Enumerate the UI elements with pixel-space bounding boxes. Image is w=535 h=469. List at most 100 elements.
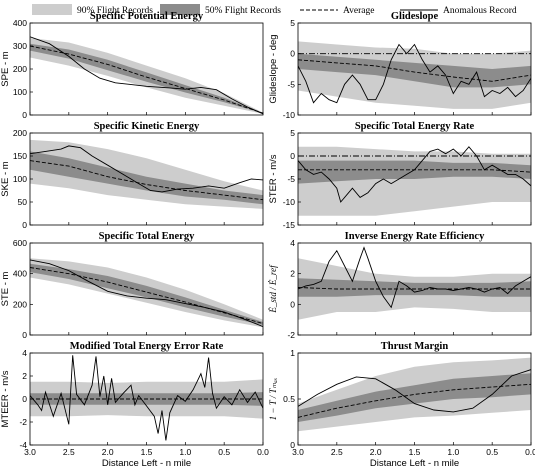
chart-panel: 0 200 400 600 Specific Total Energy STE - m — [0, 231, 264, 340]
band-50 — [298, 278, 531, 297]
legend-item: 90% Flight Records — [32, 4, 153, 16]
plot-area — [298, 41, 531, 109]
y-axis-label: STE - m — [0, 272, 11, 307]
average-line — [298, 59, 531, 82]
x-tick-label: 1.5 — [409, 447, 421, 457]
y-tick-label: -10 — [283, 197, 296, 207]
y-tick-label: 0 — [290, 299, 295, 309]
y-tick-label: 0 — [22, 394, 27, 404]
plot-area — [30, 139, 263, 209]
panel-title: Specific Kinetic Energy — [94, 121, 200, 132]
y-axis-label: STER - m/s — [268, 154, 279, 203]
y-tick-label: 0 — [290, 49, 295, 59]
y-tick-label: 100 — [13, 174, 27, 184]
chart-panel: 3.0 2.5 2.0 1.5 1.0 0.5 0.0 0 0.5 1 Thrust Margin 1… — [268, 341, 535, 469]
average-line — [30, 45, 263, 114]
y-tick-label: 600 — [13, 238, 27, 248]
anomalous-line — [30, 259, 263, 328]
plot-area — [298, 146, 531, 216]
y-tick-label: 200 — [13, 299, 27, 309]
x-tick-label: 3.0 — [24, 447, 36, 457]
x-tick-label: 2.5 — [331, 447, 343, 457]
y-tick-label: 4 — [22, 348, 27, 358]
y-tick-label: -10 — [283, 110, 296, 120]
panel-title: Specific Potential Energy — [90, 11, 204, 22]
y-tick-label: 200 — [13, 128, 27, 138]
y-tick-label: 0.5 — [283, 394, 295, 404]
legend-label: Average — [343, 6, 374, 16]
y-tick-label: -5 — [287, 174, 295, 184]
legend-label: 90% Flight Records — [77, 6, 153, 16]
band-50 — [30, 151, 263, 205]
y-tick-label: 200 — [13, 64, 27, 74]
x-axis-label: Distance Left - n mile — [370, 458, 459, 469]
legend: 90% Flight Records 50% Flight Records Aver… — [32, 4, 517, 16]
y-axis-label: SPE - m — [0, 51, 11, 86]
x-tick-label: 2.5 — [63, 447, 75, 457]
y-tick-label: -2 — [19, 417, 27, 427]
y-tick-label: 400 — [13, 18, 27, 28]
y-tick-label: 0 — [22, 330, 27, 340]
panel-title: Thrust Margin — [381, 341, 449, 352]
x-tick-label: 0.0 — [525, 447, 535, 457]
panel-title: Specific Total Energy — [99, 231, 195, 242]
chart-panel: 3.0 2.5 2.0 1.5 1.0 0.5 0.0 -4 -2 0 2 4 Modified Tot… — [0, 341, 269, 469]
plot-area — [30, 355, 263, 441]
y-axis-label: MTEER - m/s — [0, 370, 11, 427]
y-tick-label: 5 — [290, 18, 295, 28]
anomalous-line — [298, 43, 531, 104]
anomalous-line — [298, 146, 531, 203]
legend-swatch — [32, 4, 72, 15]
chart-panel: 0 50 100 150 200 Specific Kinetic Energy SKE -… — [0, 121, 264, 230]
y-tick-label: 4 — [290, 238, 295, 248]
y-tick-label: 0 — [22, 220, 27, 230]
plot-area — [30, 36, 263, 115]
y-tick-label: 0 — [290, 440, 295, 450]
band-50 — [30, 263, 263, 325]
legend-item: 50% Flight Records — [160, 4, 281, 16]
x-tick-label: 3.0 — [292, 447, 304, 457]
x-axis-label: Distance Left - n mile — [102, 458, 191, 469]
y-tick-label: -4 — [19, 440, 27, 450]
chart-panel: -10 -5 0 5 Glideslope Glideslope - deg — [268, 11, 532, 120]
x-tick-label: 2.0 — [102, 447, 114, 457]
y-tick-label: -15 — [283, 220, 296, 230]
anomalous-line — [298, 246, 531, 309]
y-axis-label: SKE - m — [0, 161, 11, 196]
x-tick-label: 0.5 — [486, 447, 498, 457]
panel-title: Inverse Energy Rate Efficiency — [345, 231, 485, 242]
legend-label: 50% Flight Records — [205, 6, 281, 16]
panel-title: Glideslope — [391, 11, 439, 22]
chart-panel: -2 0 2 4 Inverse Energy Rate Efficiency Ė_st… — [268, 231, 532, 340]
x-tick-label: 1.0 — [447, 447, 459, 457]
legend-swatch — [160, 4, 200, 15]
band-50 — [298, 373, 531, 422]
average-line — [298, 383, 531, 418]
y-tick-label: 300 — [13, 41, 27, 51]
panel-title: Modified Total Energy Error Rate — [70, 341, 224, 352]
legend-item: Anomalous Record — [400, 6, 517, 16]
y-tick-label: 1 — [290, 348, 295, 358]
x-tick-label: 1.0 — [179, 447, 191, 457]
y-axis-label: Ė_std / Ė_ref — [268, 264, 278, 314]
plot-area — [30, 258, 263, 328]
x-tick-label: 1.5 — [141, 447, 153, 457]
x-tick-label: 2.0 — [370, 447, 382, 457]
y-tick-label: 100 — [13, 87, 27, 97]
legend-item: Average — [300, 6, 374, 16]
y-tick-label: 50 — [18, 197, 28, 207]
plot-area — [298, 246, 531, 320]
y-tick-label: -2 — [287, 330, 295, 340]
y-tick-label: 150 — [13, 151, 27, 161]
panel-title: Specific Total Energy Rate — [355, 121, 475, 132]
average-line — [30, 160, 263, 201]
legend-label: Anomalous Record — [443, 6, 517, 16]
anomalous-line — [298, 369, 531, 413]
average-line — [30, 267, 263, 324]
y-axis-label: 1 − T / Tₘₐₓ — [268, 377, 278, 420]
anomalous-line — [30, 145, 263, 193]
x-tick-label: 0.0 — [257, 447, 269, 457]
band-50 — [298, 160, 531, 184]
